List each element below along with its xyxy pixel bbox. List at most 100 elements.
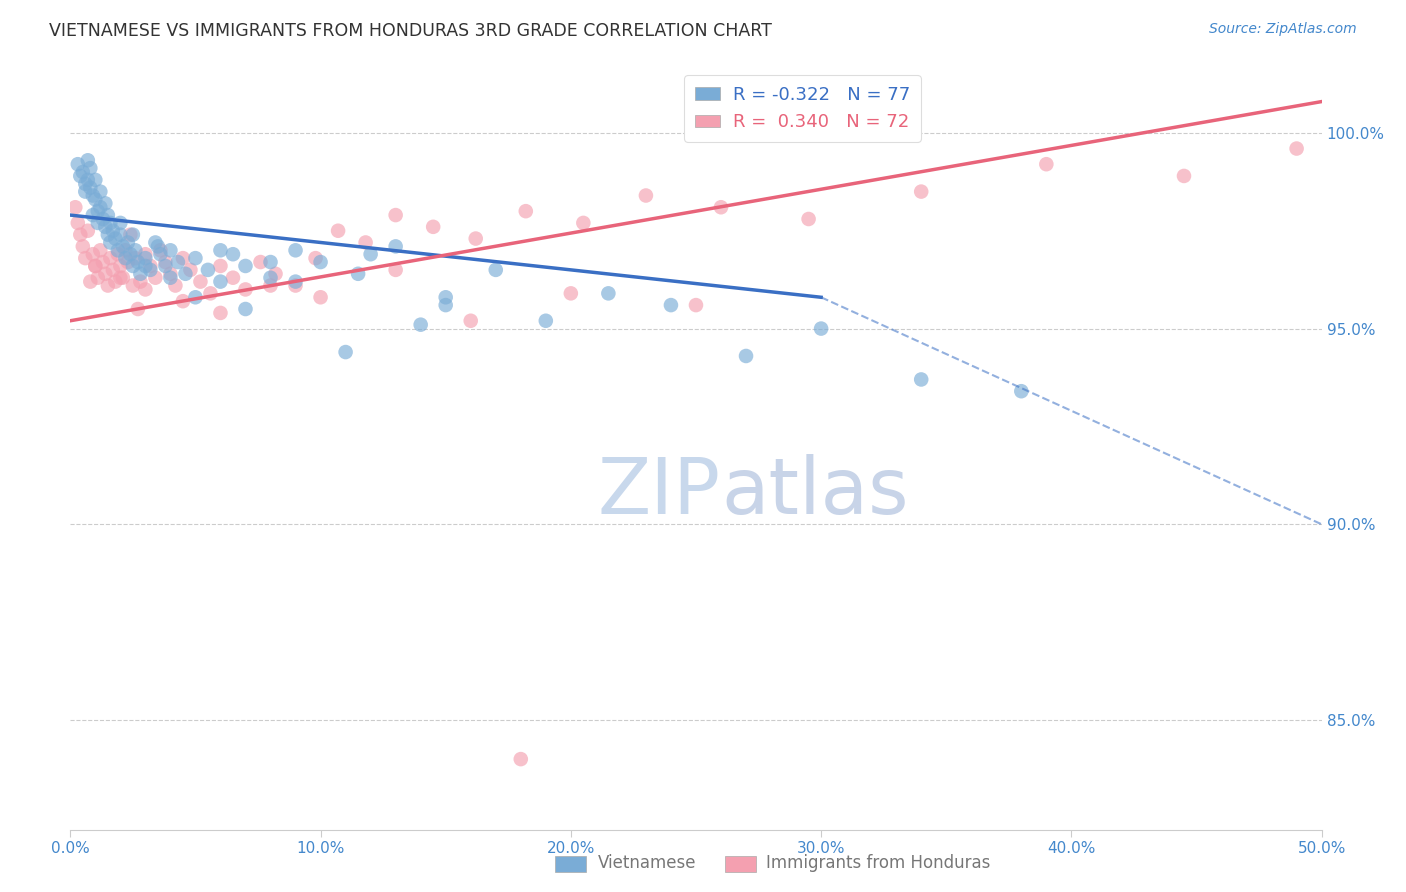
Point	[111, 239, 134, 253]
Point	[200, 286, 222, 301]
Point	[384, 263, 406, 277]
Point	[75, 185, 97, 199]
Point	[87, 204, 110, 219]
Point	[335, 345, 357, 359]
Point	[598, 286, 620, 301]
Point	[87, 270, 110, 285]
Point	[167, 255, 190, 269]
Point	[190, 275, 212, 289]
Point	[354, 235, 377, 250]
Point	[139, 259, 162, 273]
Point	[259, 270, 281, 285]
Point	[120, 247, 142, 261]
Point	[222, 270, 245, 285]
Point	[82, 208, 104, 222]
Point	[76, 153, 98, 168]
Point	[155, 255, 177, 269]
Point	[145, 270, 167, 285]
Point	[384, 208, 406, 222]
Point	[534, 314, 557, 328]
Point	[560, 286, 582, 301]
Point	[159, 267, 181, 281]
Point	[82, 247, 104, 261]
Point	[460, 314, 482, 328]
Point	[159, 270, 181, 285]
Point	[84, 193, 107, 207]
Point	[209, 244, 232, 258]
Point	[434, 298, 457, 312]
Point	[104, 275, 127, 289]
Point	[134, 247, 156, 261]
Point	[284, 244, 307, 258]
Point	[129, 275, 152, 289]
Legend: R = -0.322   N = 77, R =  0.340   N = 72: R = -0.322 N = 77, R = 0.340 N = 72	[683, 75, 921, 142]
Point	[114, 244, 136, 258]
Point	[235, 282, 257, 296]
Text: ZIP: ZIP	[598, 454, 721, 530]
Point	[76, 224, 98, 238]
Point	[155, 259, 177, 273]
Point	[110, 259, 132, 273]
Point	[464, 231, 486, 245]
Point	[264, 267, 287, 281]
Point	[134, 282, 156, 296]
Point	[121, 278, 145, 293]
Point	[107, 244, 129, 258]
Point	[127, 301, 149, 316]
Point	[107, 247, 129, 261]
Point	[149, 247, 172, 261]
Point	[110, 227, 132, 242]
Point	[66, 157, 89, 171]
Point	[685, 298, 707, 312]
Point	[127, 255, 149, 269]
Point	[69, 169, 91, 183]
Point	[72, 239, 94, 253]
Point	[710, 200, 733, 214]
Point	[82, 188, 104, 202]
Point	[222, 247, 245, 261]
Point	[384, 239, 406, 253]
Point	[79, 180, 101, 194]
Point	[110, 216, 132, 230]
Point	[209, 306, 232, 320]
Point	[235, 301, 257, 316]
Point	[89, 244, 111, 258]
Point	[98, 235, 121, 250]
Point	[910, 372, 932, 386]
Point	[515, 204, 537, 219]
Point	[72, 165, 94, 179]
Point	[209, 259, 232, 273]
Point	[97, 208, 120, 222]
Point	[75, 251, 97, 265]
Point	[1285, 142, 1308, 156]
Point	[409, 318, 432, 332]
Point	[174, 267, 197, 281]
Point	[184, 290, 207, 304]
Point	[634, 188, 657, 202]
Point	[97, 278, 120, 293]
Point	[101, 263, 124, 277]
Point	[284, 278, 307, 293]
Point	[485, 263, 508, 277]
Point	[79, 275, 101, 289]
Point	[146, 239, 169, 253]
Point	[434, 290, 457, 304]
Point	[91, 255, 114, 269]
Point	[89, 200, 111, 214]
Point	[121, 227, 145, 242]
Point	[179, 263, 201, 277]
Text: atlas: atlas	[721, 454, 908, 530]
Point	[149, 244, 172, 258]
Point	[111, 270, 134, 285]
Point	[124, 244, 146, 258]
Point	[129, 267, 152, 281]
Point	[165, 278, 187, 293]
Point	[326, 224, 349, 238]
Point	[810, 321, 832, 335]
Point	[124, 251, 146, 265]
Point	[91, 212, 114, 227]
Point	[659, 298, 682, 312]
Point	[360, 247, 382, 261]
Point	[65, 200, 87, 214]
Point	[84, 173, 107, 187]
